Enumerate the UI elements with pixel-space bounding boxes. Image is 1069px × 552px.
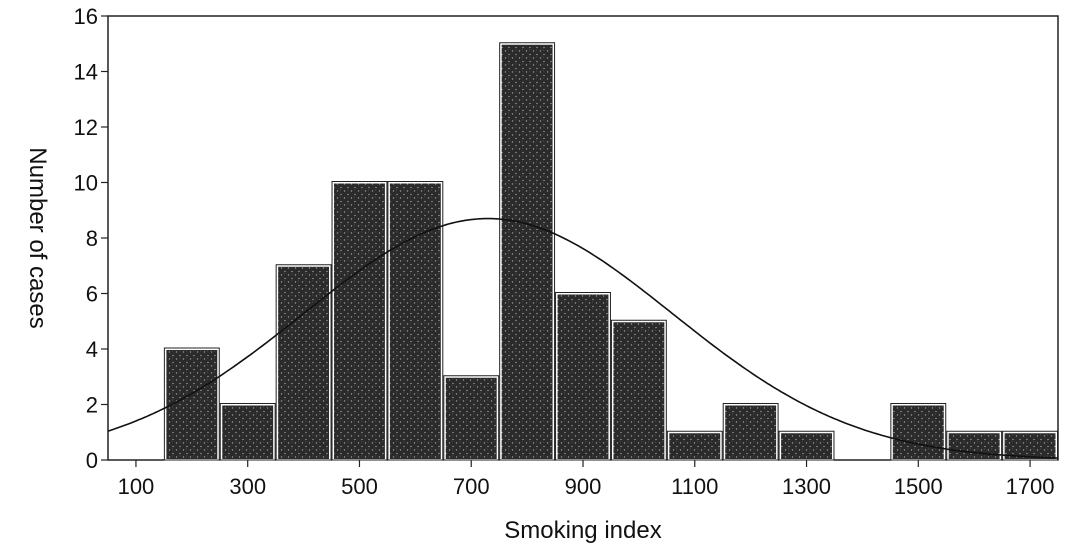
- y-tick-label: 16: [74, 4, 98, 29]
- bar-outline-1150-1250: [722, 403, 779, 461]
- bar-1050-1150: [667, 431, 723, 461]
- bar-outline-1550-1650: [946, 430, 1003, 461]
- y-tick-label: 8: [86, 226, 98, 251]
- y-tick-label: 12: [74, 115, 98, 140]
- y-tick-label: 0: [86, 448, 98, 473]
- y-axis-title: Number of cases: [24, 147, 51, 328]
- bar-outline-550-650: [387, 181, 444, 461]
- bar-1550-1650: [946, 431, 1002, 461]
- bar-450-550: [332, 181, 387, 461]
- normal-curve: [107, 217, 1059, 459]
- y-tick-label: 10: [74, 171, 98, 196]
- bar-outline-750-850: [499, 42, 556, 461]
- x-tick-label: 1100: [671, 474, 718, 499]
- bar-850-950: [555, 292, 611, 461]
- x-axis-ticks: 100 300 500 700 900 1100 1300 1500 1700: [118, 460, 1055, 499]
- x-tick-label: 300: [229, 474, 266, 499]
- x-tick-label: 700: [453, 474, 490, 499]
- bar-150-250: [164, 348, 220, 461]
- x-tick-label: 500: [341, 474, 378, 499]
- y-tick-label: 6: [86, 282, 98, 307]
- bar-outline-150-250: [163, 347, 220, 461]
- x-tick-label: 1700: [1006, 474, 1055, 499]
- bar-outline-950-1050: [610, 319, 667, 461]
- bar-350-450: [276, 264, 332, 461]
- x-tick-label: 1300: [782, 474, 831, 499]
- x-axis-title: Smoking index: [504, 517, 661, 544]
- y-tick-label: 4: [86, 337, 98, 362]
- bars-group: [163, 42, 1059, 461]
- x-tick-label: 900: [565, 474, 602, 499]
- x-tick-label: 100: [118, 474, 155, 499]
- bar-1450-1550: [890, 403, 946, 461]
- y-tick-label: 2: [86, 393, 98, 418]
- y-axis-ticks: 0 2 4 6 8 10 12 14 16: [74, 4, 108, 473]
- y-tick-label: 14: [74, 60, 98, 85]
- bar-550-650: [387, 181, 443, 461]
- bar-750-850: [499, 42, 555, 461]
- bar-1150-1250: [723, 403, 779, 461]
- bar-650-750: [443, 375, 499, 461]
- bar-outline-350-450: [275, 264, 332, 461]
- x-tick-label: 1500: [894, 474, 943, 499]
- bar-1250-1350: [779, 431, 834, 461]
- bar-950-1050: [611, 320, 667, 461]
- bar-250-350: [220, 403, 276, 461]
